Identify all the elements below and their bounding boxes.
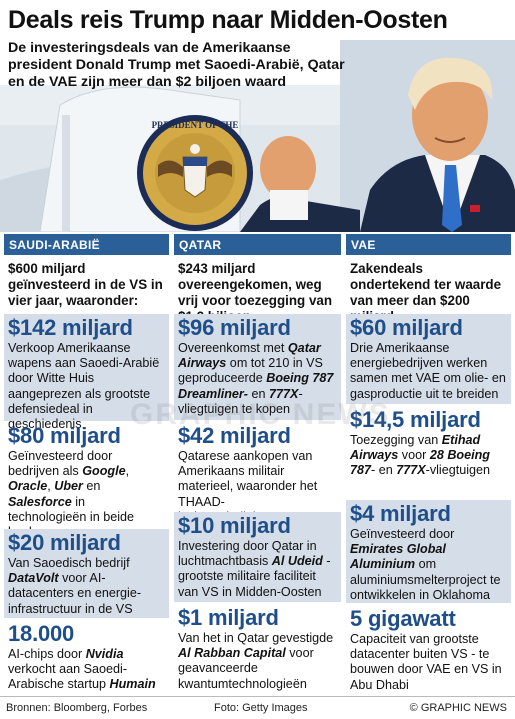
deal-item: $96 miljard Overeenkomst met Qatar Airwa…: [174, 314, 341, 420]
trump-photo: [240, 40, 515, 232]
deal-text: ,: [125, 464, 130, 479]
deal-amount: 5 gigawatt: [350, 606, 456, 631]
deal-item: $142 miljard Verkoop Amerikaanse wapens …: [4, 314, 169, 431]
deal-item: $20 miljard Van Saoedisch bedrijf DataVo…: [4, 529, 169, 618]
deal-text: Capaciteit van grootste datacenter buite…: [350, 632, 502, 692]
company-name: Humain: [109, 677, 156, 692]
company-name: DataVolt: [8, 571, 59, 586]
deal-text: Verkoop Amerikaanse wapens aan Saoedi-Ar…: [8, 341, 160, 432]
deal-item: $60 miljard Drie Amerikaanse energiebedr…: [346, 314, 511, 404]
company-name: Emirates Global Aluminium: [350, 542, 446, 572]
deal-amount: 18.000: [8, 621, 75, 646]
deal-text: Investering door Qatar in luchtmachtbasi…: [178, 539, 317, 569]
company-name: 777X: [269, 386, 299, 401]
deal-amount: $96 miljard: [178, 315, 291, 340]
photo-credit: Foto: Getty Images: [214, 702, 308, 714]
copyright: © GRAPHIC NEWS: [409, 702, 507, 714]
header: PRESIDENT OF THE Deals reis Trump naar M…: [0, 0, 515, 232]
deal-item: $4 miljard Geïnvesteerd door Emirates Gl…: [346, 500, 511, 603]
deal-text: -vliegtuigen: [425, 463, 491, 478]
deal-text: Overeenkomst met: [178, 341, 288, 355]
seal-lettering: PRESIDENT OF THE: [152, 120, 239, 130]
deal-amount: $80 miljard: [8, 423, 121, 448]
columns: SAUDI-ARABIË $600 miljard geïnvesteerd i…: [0, 234, 515, 696]
page-title: Deals reis Trump naar Midden-Oosten: [8, 6, 448, 34]
company-name: Al Rabban Capital: [178, 646, 286, 661]
company-name: Google: [82, 464, 126, 479]
company-name: Qatar Airways: [178, 341, 321, 371]
presidential-seal: PRESIDENT OF THE: [137, 115, 253, 231]
column-uae: VAE Zakendeals ondertekend ter waarde va…: [346, 234, 511, 696]
deal-text: voor geavanceerde kwantumtechnologieën: [178, 646, 314, 691]
company-name: 777X: [396, 463, 426, 478]
company-name: Etihad Airways: [350, 433, 481, 463]
deal-text: Toezegging van: [350, 433, 442, 447]
deal-amount: $4 miljard: [350, 501, 451, 526]
footer-divider: [0, 696, 515, 697]
deal-amount: $10 miljard: [178, 513, 291, 538]
deal-item: $14,5 miljard Toezegging van Etihad Airw…: [346, 406, 511, 498]
column-header: VAE: [346, 234, 511, 255]
deal-text: om aluminiumsmelterproject te ontwikkele…: [350, 557, 501, 602]
company-name: Boeing 787 Dreamliner-: [178, 371, 334, 401]
company-name: 28 Boeing 787: [350, 448, 490, 478]
company-name: Oracle: [8, 479, 48, 494]
page-subtitle: De investeringsdeals van de Amerikaanse …: [8, 40, 345, 90]
deal-amount: $142 miljard: [8, 315, 133, 340]
company-name: Uber: [54, 479, 83, 494]
column-saudi-arabia: SAUDI-ARABIË $600 miljard geïnvesteerd i…: [4, 234, 169, 696]
column-intro: Zakendeals ondertekend ter waarde van me…: [350, 261, 502, 324]
deal-text: voor: [398, 448, 430, 463]
deal-text: voor AI-datacenters en energie-infrastru…: [8, 571, 142, 616]
deal-item: 5 gigawatt Capaciteit van grootste datac…: [346, 605, 511, 696]
deal-text: Van het in Qatar gevestigde: [178, 631, 334, 645]
deal-amount: $42 miljard: [178, 423, 291, 448]
deal-amount: $60 miljard: [350, 315, 463, 340]
deal-item: 18.000 AI-chips door Nvidia verkocht aan…: [4, 620, 169, 696]
deal-item: $1 miljard Van het in Qatar gevestigde A…: [174, 604, 341, 696]
company-name: Nvidia: [85, 647, 124, 661]
company-name: Salesforce: [8, 494, 72, 509]
deal-item: $42 miljard Qatarese aankopen van Amerik…: [174, 422, 341, 524]
column-header: QATAR: [174, 234, 341, 255]
column-header: SAUDI-ARABIË: [4, 234, 169, 255]
deal-text: verkocht aan Saoedi-Arabische startup: [8, 662, 128, 692]
deal-text: -vliegtuigen te kopen: [178, 386, 303, 416]
deal-text: AI-chips door: [8, 647, 86, 661]
deal-item: $10 miljard Investering door Qatar in lu…: [174, 512, 341, 602]
deal-text: - en: [371, 463, 397, 478]
column-intro: $600 miljard geïnvesteerd in de VS in vi…: [8, 261, 163, 308]
deal-item: $80 miljard Geïnvesteerd door bedrijven …: [4, 422, 169, 540]
company-name: Al Udeid: [271, 554, 323, 569]
deal-text: Geïnvesteerd door bedrijven als: [8, 449, 113, 479]
column-qatar: QATAR $243 miljard overeengekomen, weg v…: [174, 234, 341, 696]
deal-text: om tot 210 in VS geproduceerde: [178, 356, 323, 386]
deal-text: en: [82, 479, 101, 494]
deal-text: Geïnvesteerd door: [350, 527, 455, 541]
deal-text: en: [248, 386, 270, 401]
deal-text: - grootste militaire faciliteit van VS i…: [178, 554, 331, 599]
sources-credit: Bronnen: Bloomberg, Forbes: [6, 702, 148, 714]
deal-amount: $14,5 miljard: [350, 407, 481, 432]
deal-text: Van Saoedisch bedrijf: [8, 556, 130, 570]
deal-text: Drie Amerikaanse energiebedrijven werken…: [350, 341, 506, 401]
deal-amount: $1 miljard: [178, 605, 279, 630]
deal-amount: $20 miljard: [8, 530, 121, 555]
deal-text: ,: [47, 479, 55, 494]
footer: Bronnen: Bloomberg, Forbes Foto: Getty I…: [0, 698, 515, 719]
